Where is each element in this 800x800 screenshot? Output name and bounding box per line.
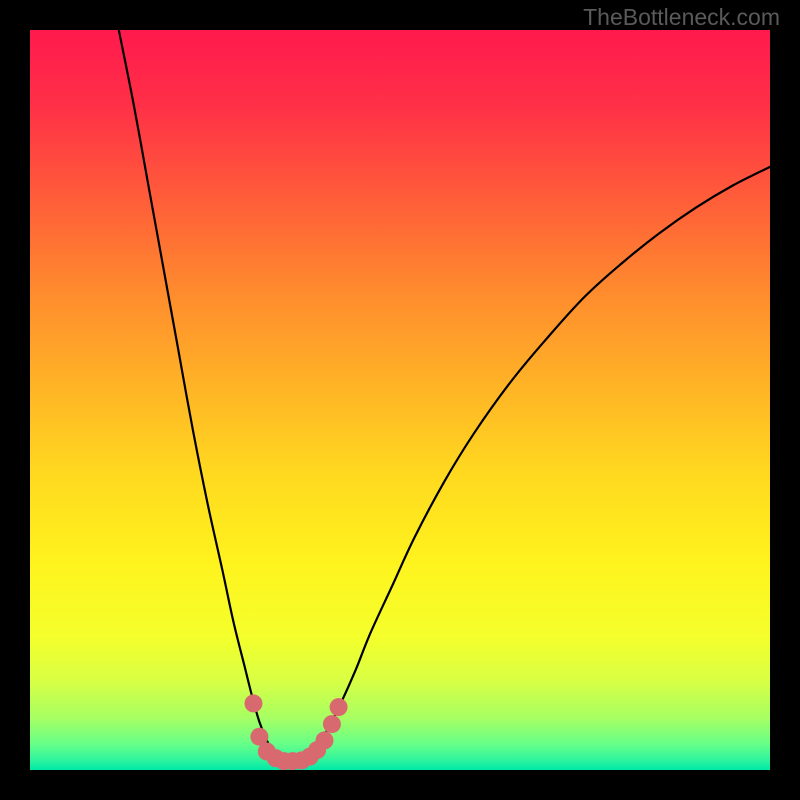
data-marker: [244, 694, 262, 712]
chart-frame: TheBottleneck.com: [0, 0, 800, 800]
data-marker: [316, 731, 334, 749]
data-marker: [323, 715, 341, 733]
data-marker: [330, 698, 348, 716]
watermark-text: TheBottleneck.com: [583, 4, 780, 31]
plot-area: [30, 30, 770, 770]
chart-svg: [30, 30, 770, 770]
